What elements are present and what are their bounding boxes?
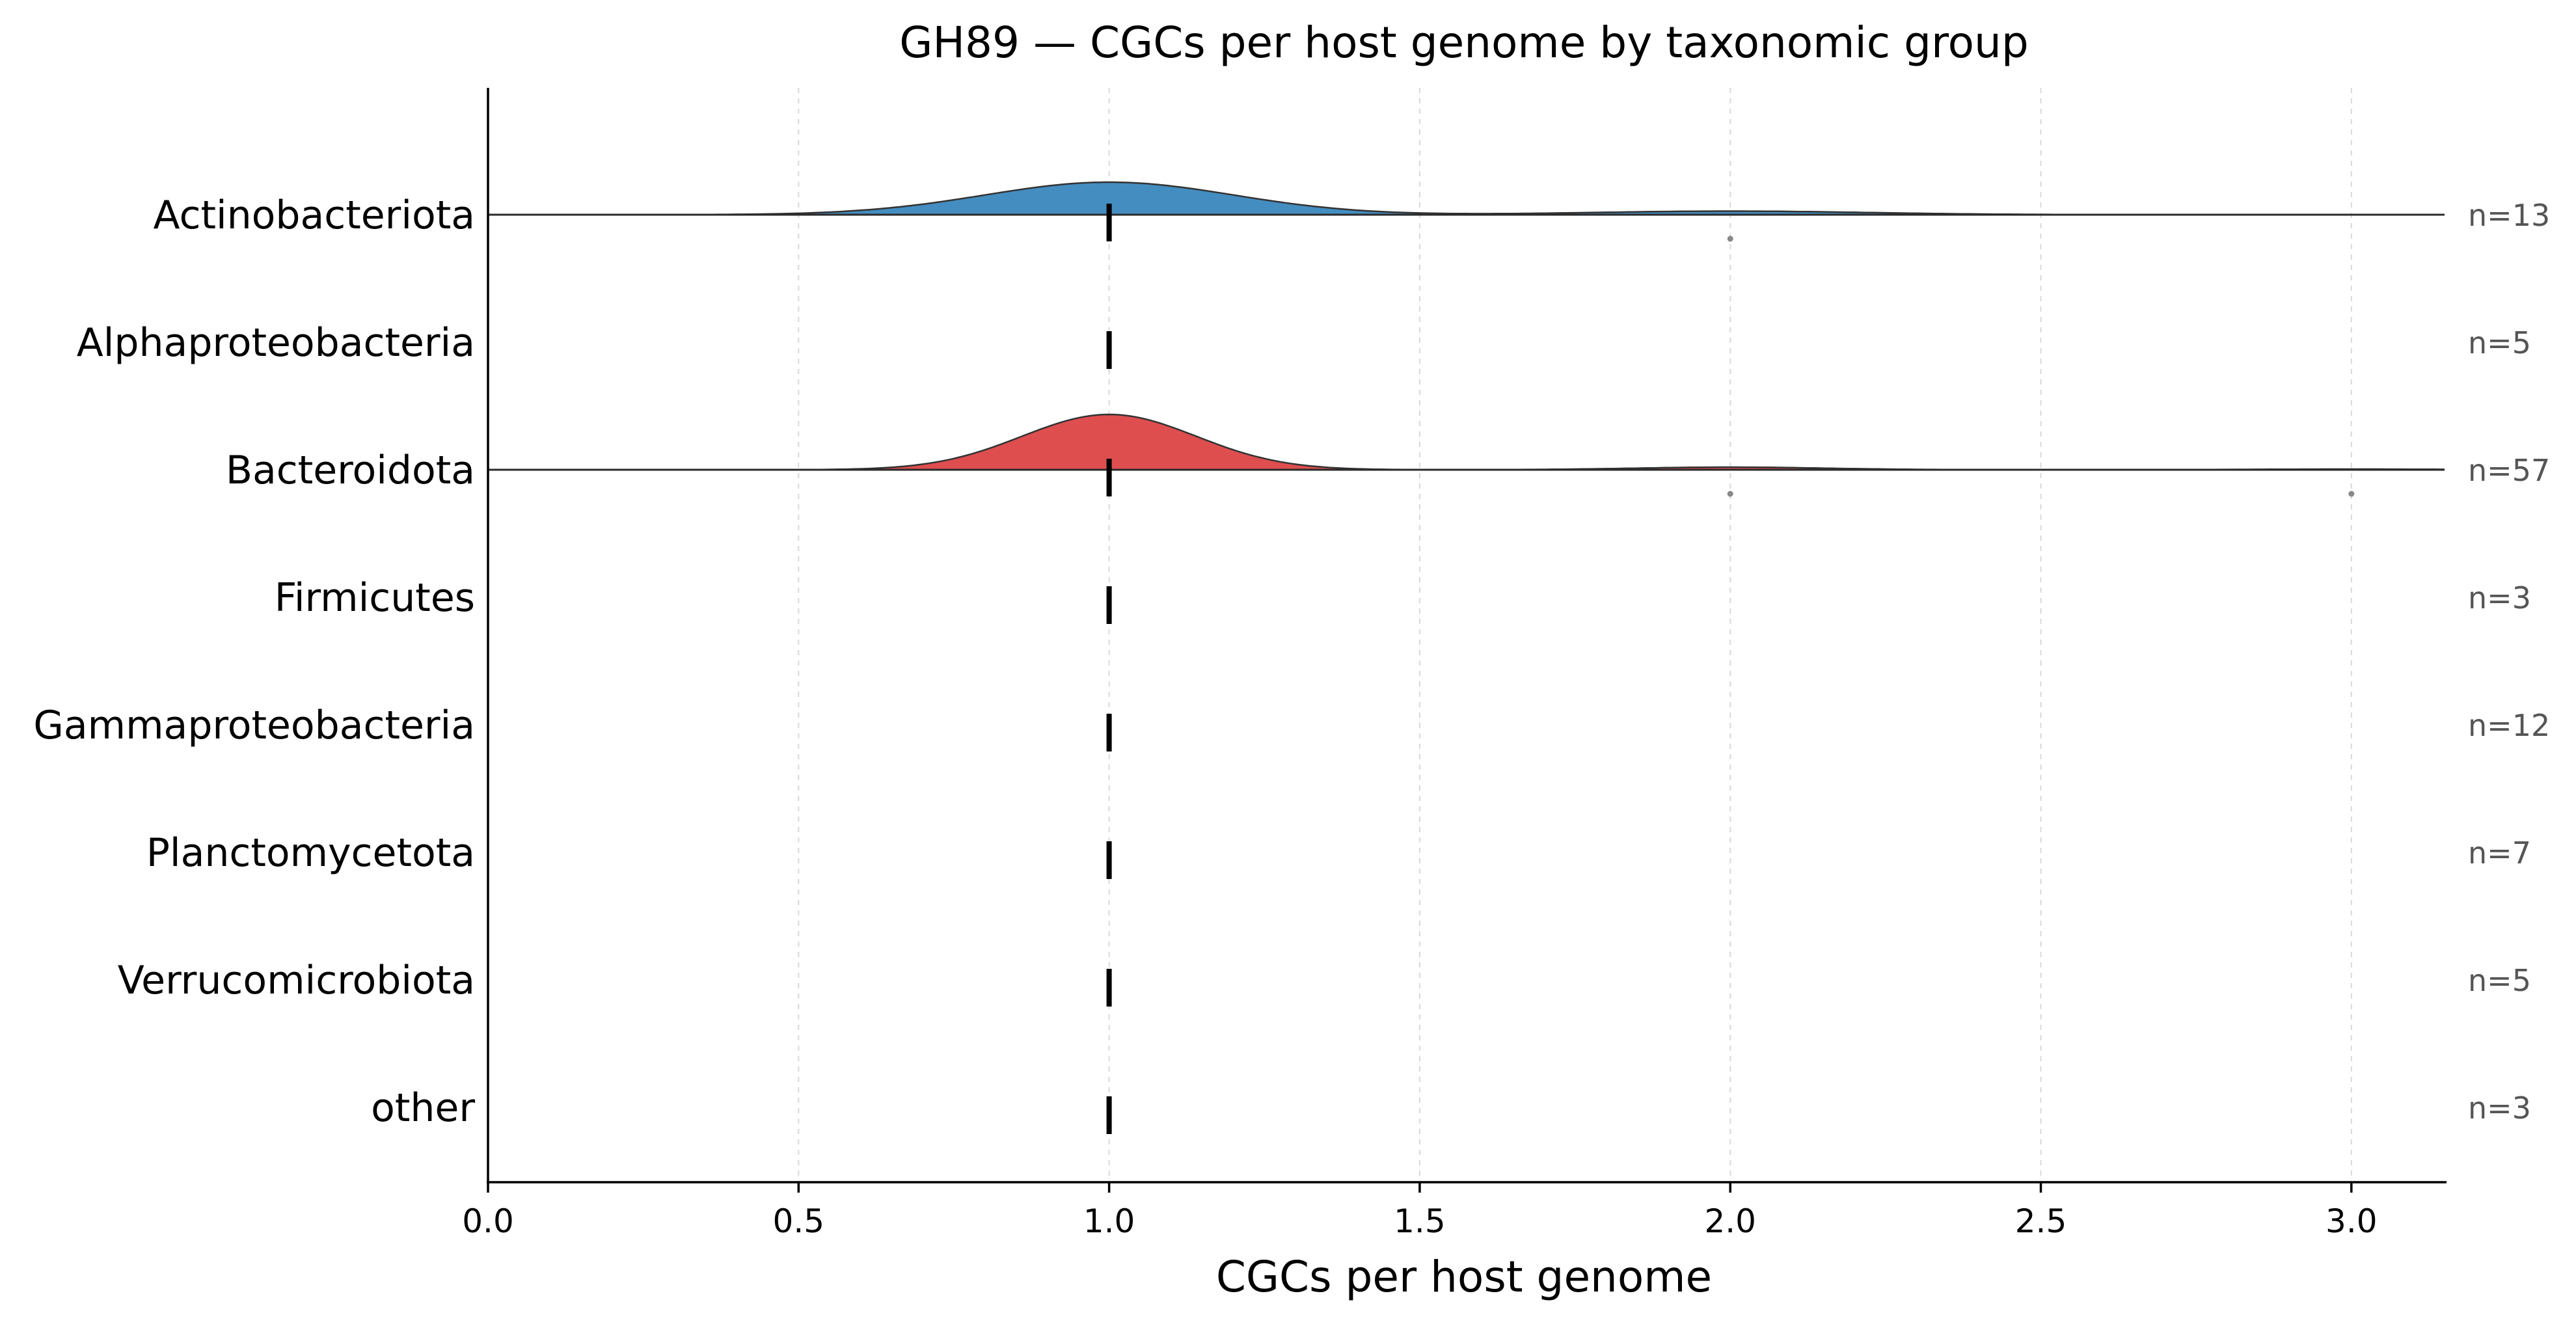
x-tick-label: 2.0 xyxy=(1704,1202,1756,1240)
y-axis-labels: Actinobacteriota Alphaproteobacteria Bacte… xyxy=(33,193,475,1131)
x-tick-label: 1.0 xyxy=(1083,1202,1135,1240)
n-label: n=5 xyxy=(2468,963,2531,998)
x-tick-label: 3.0 xyxy=(2325,1202,2378,1240)
ridge-outline xyxy=(488,181,2445,216)
y-tick-label: other xyxy=(371,1085,475,1131)
y-tick-label: Verrucomicrobiota xyxy=(118,958,475,1003)
n-label: n=12 xyxy=(2468,708,2550,743)
y-tick-label: Firmicutes xyxy=(275,575,475,621)
x-axis-label: CGCs per host genome xyxy=(1216,1252,1712,1302)
x-tick-label: 0.5 xyxy=(773,1202,825,1240)
n-labels: n=13 n=5 n=57 n=3 n=12 n=7 n=5 n=3 xyxy=(2468,198,2550,1126)
ridge-fill xyxy=(488,414,2445,470)
y-tick-label: Bacteroidota xyxy=(226,448,475,493)
y-tick-label: Alphaproteobacteria xyxy=(77,320,475,366)
y-tick-label: Gammaproteobacteria xyxy=(33,703,475,748)
n-label: n=3 xyxy=(2468,1090,2531,1126)
ridge-outline xyxy=(488,413,2445,471)
outlier-point xyxy=(1727,491,1733,497)
y-tick-label: Actinobacteriota xyxy=(153,193,475,238)
y-tick-label: Planctomycetota xyxy=(146,830,475,876)
x-axis-ticks: 0.0 0.5 1.0 1.5 2.0 2.5 3.0 xyxy=(462,1182,2378,1240)
n-label: n=57 xyxy=(2468,453,2550,488)
n-label: n=13 xyxy=(2468,198,2550,233)
n-label: n=7 xyxy=(2468,835,2531,871)
n-label: n=5 xyxy=(2468,325,2531,360)
ridge-fill xyxy=(488,182,2445,215)
ridges xyxy=(488,181,2445,471)
x-tick-label: 2.5 xyxy=(2015,1202,2067,1240)
chart-title: GH89 — CGCs per host genome by taxonomic… xyxy=(899,18,2029,68)
outlier-points xyxy=(1727,236,2355,497)
outlier-point xyxy=(1727,236,1733,242)
outlier-point xyxy=(2348,491,2355,497)
grid-lines xyxy=(487,88,2352,1182)
n-label: n=3 xyxy=(2468,580,2531,616)
x-tick-label: 0.0 xyxy=(462,1202,514,1240)
x-tick-label: 1.5 xyxy=(1394,1202,1446,1240)
